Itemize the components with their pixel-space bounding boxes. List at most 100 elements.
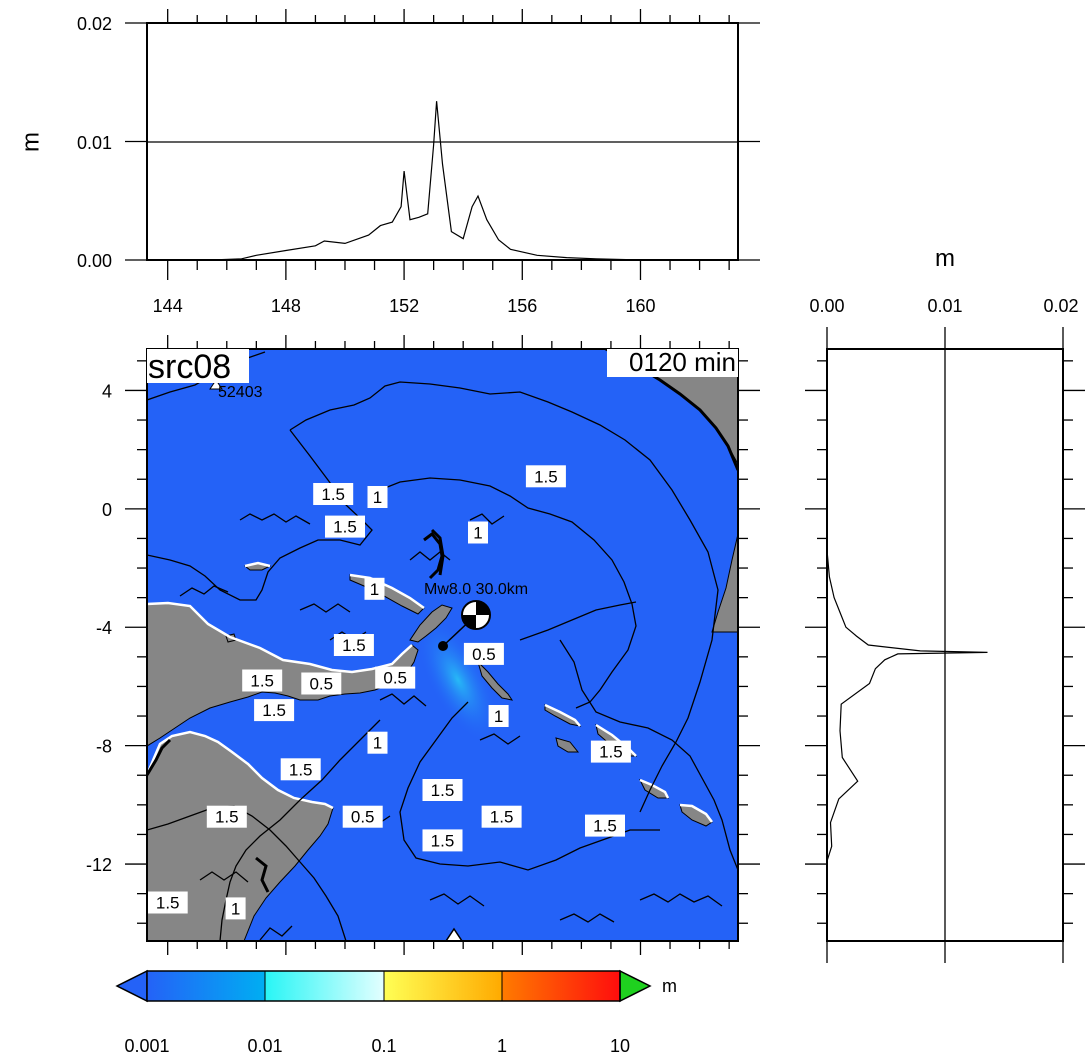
contour-label-text: 1.5: [262, 701, 286, 720]
contour-label-text: 1.5: [289, 760, 313, 779]
contour-labels: 1.5 1.5 1.5 1 1 1 1.5 0.5 1.5 0.5 0.5 1.5 1 1.5 1 1.5 1.…: [147, 465, 631, 920]
contour-emphasis: [255, 856, 270, 893]
contour-label: 1.5: [313, 483, 354, 505]
coastline-segment: [147, 601, 413, 674]
contour-label-text: 1.5: [156, 894, 180, 913]
contour-wiggle: [199, 871, 723, 941]
right-xtick-label: 0.02: [1043, 296, 1078, 316]
contour-label-text: 1.5: [431, 831, 455, 850]
colorbar-segment: [265, 971, 384, 1001]
new-britain-land: [409, 604, 453, 643]
colorbar-segment: [384, 971, 502, 1001]
top-timeseries-panel: m 0.02 0.01 0.00 144 148 152 156 160: [17, 9, 760, 316]
contour-label-text: 1.5: [342, 636, 366, 655]
contour-label-text: 1.5: [321, 485, 345, 504]
top-ytick-label: 0.01: [77, 133, 112, 153]
contour-1.5-western: [147, 429, 373, 601]
map-ytick-label: 0: [102, 500, 112, 520]
coastline-segment: [349, 573, 425, 610]
contour-label-text: 0.5: [383, 669, 407, 688]
top-panel-ylabel: m: [17, 132, 44, 152]
contour-1.5-east: [559, 639, 738, 871]
contour-label: 1: [367, 731, 388, 754]
coastline-segment: [639, 778, 670, 799]
right-panel-ticks: [805, 327, 1085, 963]
colorbar-tick-label: 0.001: [124, 1036, 169, 1056]
top-ytick-label: 0.02: [77, 14, 112, 34]
contour-label: 1.5: [147, 891, 188, 914]
colorbar-tick-label: 0.1: [371, 1036, 396, 1056]
contour-label-text: 1.5: [490, 808, 514, 827]
bougainville-land: [476, 660, 514, 701]
contour-label: 1.5: [422, 829, 463, 852]
right-timeseries-panel: m 0.00 0.01 0.02: [805, 245, 1085, 963]
contour-label: 0.5: [342, 805, 383, 828]
time-label-box: [607, 349, 738, 377]
contour-label: 1.5: [333, 634, 374, 656]
contour-label: 1: [225, 897, 246, 920]
coastline-segment: [639, 366, 738, 471]
contour-label: 1.5: [525, 465, 566, 488]
top-xtick-label: 160: [625, 296, 655, 316]
contour-label: 1: [367, 486, 388, 508]
bottom-station-triangle-icon: [445, 927, 463, 941]
contour-label: 1: [468, 521, 488, 544]
eastern-land: [711, 533, 738, 633]
colorbar-segment: [147, 971, 265, 1001]
coastline-segment: [244, 561, 271, 568]
coastline-segment: [544, 703, 581, 727]
contour-label-text: 1.5: [250, 672, 274, 691]
colorbar-tick-label: 10: [610, 1036, 630, 1056]
right-xtick-label: 0.01: [927, 296, 962, 316]
top-ytick-label: 0.00: [77, 251, 112, 271]
top-xtick-label: 144: [153, 296, 183, 316]
contour-label: 1.5: [481, 805, 522, 828]
top-panel-ticks: [125, 9, 760, 280]
contour-label-text: 0.5: [351, 808, 375, 827]
contour-label-text: 1.5: [593, 817, 617, 836]
right-panel-xlabel: m: [935, 245, 955, 272]
contour-label: 1.5: [242, 669, 283, 692]
coastline-segment: [147, 730, 334, 810]
earthquake-source: Mw8.0 30.0km: [424, 581, 528, 651]
contour-label-text: 1.5: [534, 467, 558, 486]
contour-label: 1.5: [585, 814, 625, 837]
contour-label-text: 1.5: [431, 781, 455, 800]
map-frame: [146, 348, 739, 942]
coastline-segment: [679, 803, 713, 823]
epicenter-dot: [438, 641, 448, 651]
solomon-island-land: [555, 737, 580, 753]
colorbar-tick-label: 0.01: [247, 1036, 282, 1056]
contour-label: 1.5: [280, 758, 321, 781]
contour-label: 1.5: [325, 515, 365, 538]
map-ticks: [125, 335, 760, 955]
contour-wiggle: [179, 513, 505, 613]
contour-label: 0.5: [375, 666, 416, 689]
map-ytick-label: -4: [96, 618, 112, 638]
contour-label-text: 1: [373, 734, 382, 753]
beachball-icon: [461, 600, 491, 630]
colorbar-tick-label: 1: [497, 1036, 507, 1056]
source-label-box: [147, 349, 249, 383]
colorbar-under-arrow: [115, 969, 148, 1003]
contour-label: 1: [488, 705, 509, 727]
contour-label-text: 1: [373, 488, 382, 507]
contour-label-text: 1: [370, 580, 379, 599]
top-series-line: [147, 101, 738, 261]
contour-label: 1: [364, 577, 385, 600]
station-marker: 52403: [209, 379, 263, 401]
contour-label-text: 1: [231, 899, 240, 918]
coastline-outline: [147, 561, 713, 823]
contour-label-text: 1.5: [333, 518, 357, 537]
top-xtick-label: 152: [389, 296, 419, 316]
contour-label-text: 0.5: [309, 675, 333, 694]
colorbar-segment: [502, 971, 620, 1001]
map-panel: 1.5 1.5 1.5 1 1 1 1.5 0.5 1.5 0.5 0.5 1.5 1 1.5 1 1.5 1.…: [86, 335, 760, 955]
station-triangle-icon: [209, 379, 223, 390]
contour-label-text: 1: [473, 524, 482, 543]
map-ytick-label: -8: [96, 737, 112, 757]
contour-label: 1.5: [206, 805, 247, 828]
contour-label-text: 0.5: [472, 645, 496, 664]
contour-label-text: 1.5: [599, 743, 623, 762]
